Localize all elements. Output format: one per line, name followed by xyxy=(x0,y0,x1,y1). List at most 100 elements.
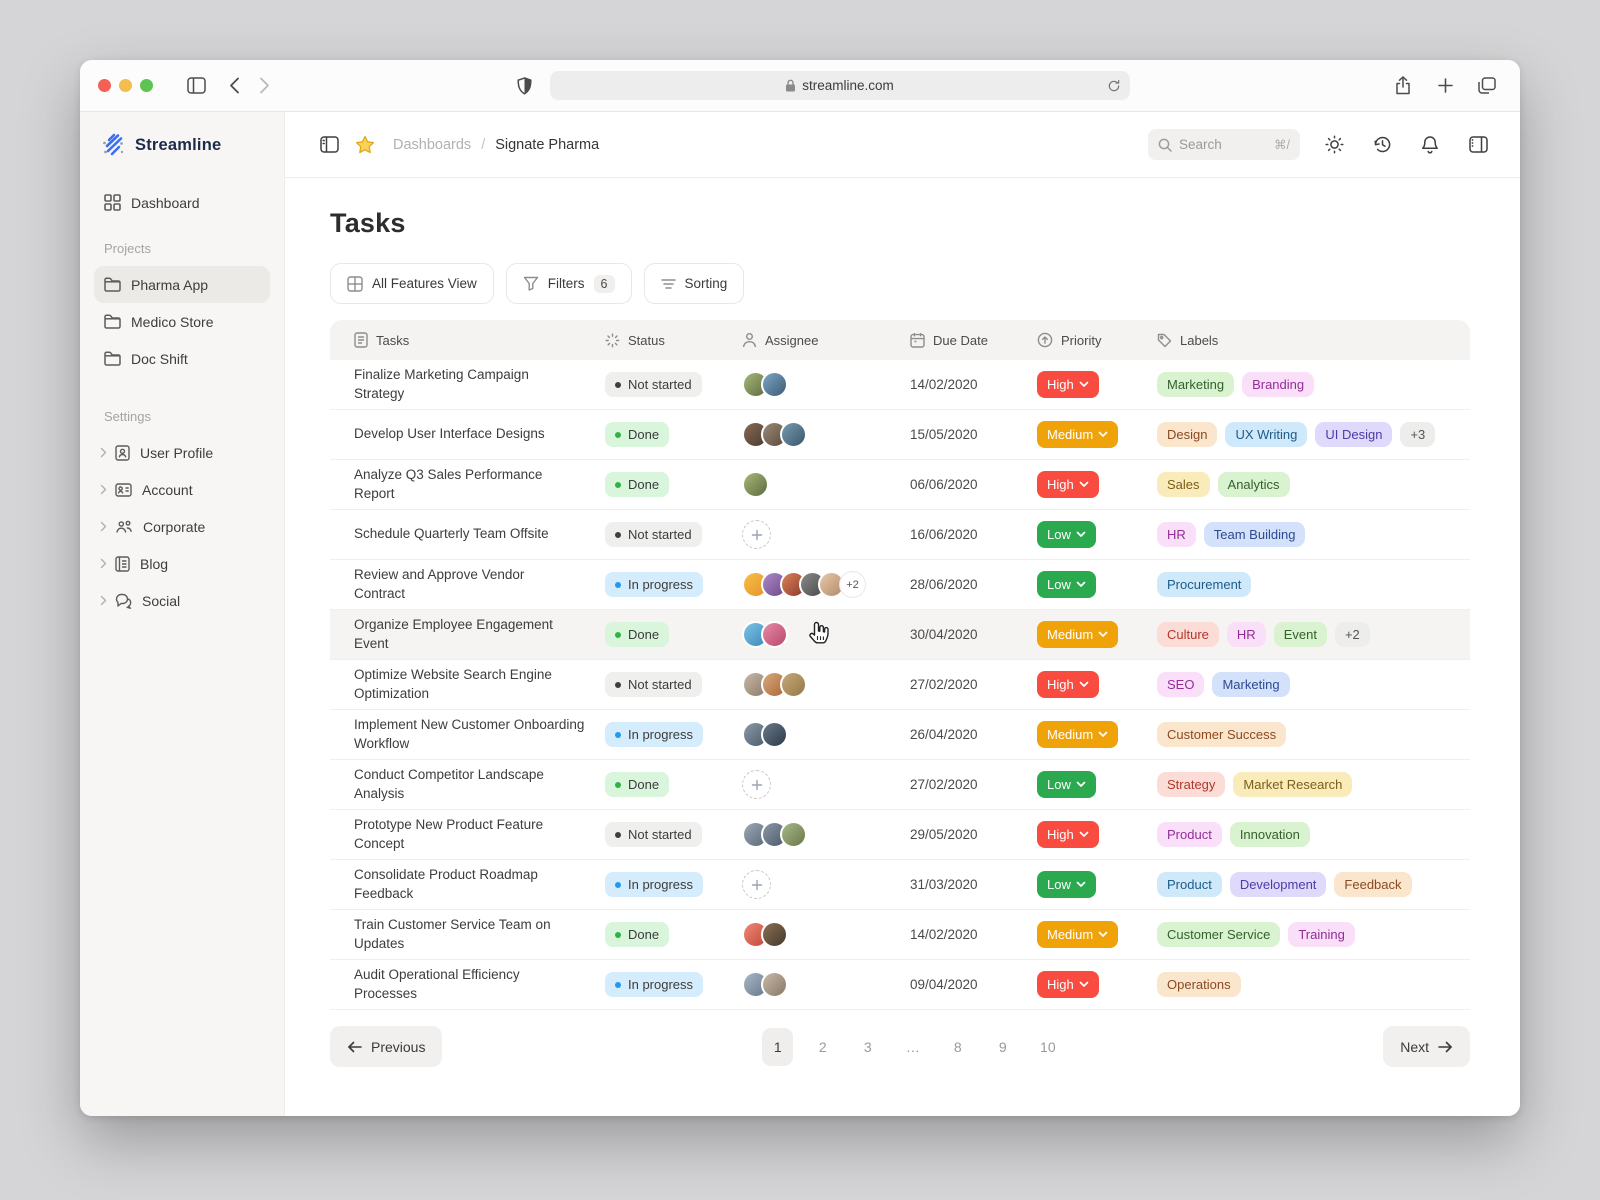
priority-dropdown[interactable]: High xyxy=(1037,971,1099,998)
page-number-8[interactable]: 8 xyxy=(942,1028,973,1066)
assignee-avatar-group[interactable] xyxy=(742,921,910,948)
assignee-avatar-group[interactable] xyxy=(742,971,910,998)
tab-overview-icon[interactable] xyxy=(1472,71,1502,101)
column-header-due-date[interactable]: Due Date xyxy=(910,332,1037,348)
priority-dropdown[interactable]: Low xyxy=(1037,871,1096,898)
assignee-avatar-group[interactable] xyxy=(742,421,910,448)
new-tab-icon[interactable] xyxy=(1430,71,1460,101)
page-number-2[interactable]: 2 xyxy=(807,1028,838,1066)
all-features-view-button[interactable]: All Features View xyxy=(330,263,494,304)
priority-dropdown[interactable]: Low xyxy=(1037,521,1096,548)
table-row[interactable]: Train Customer Service Team on Updates Do… xyxy=(330,910,1470,960)
priority-dropdown[interactable]: Medium xyxy=(1037,621,1119,648)
url-bar[interactable]: streamline.com xyxy=(549,71,1130,100)
assignee-avatar-group[interactable] xyxy=(742,371,910,398)
history-icon[interactable] xyxy=(1368,131,1396,159)
column-header-status[interactable]: Status xyxy=(605,333,742,348)
shield-icon[interactable] xyxy=(510,71,540,101)
avatar[interactable] xyxy=(761,621,788,648)
priority-dropdown[interactable]: High xyxy=(1037,671,1099,698)
maximize-button[interactable] xyxy=(140,79,153,92)
avatar-overflow-badge[interactable]: +2 xyxy=(839,571,866,598)
assignee-avatar-group[interactable]: +2 xyxy=(742,571,910,598)
reload-icon[interactable] xyxy=(1107,79,1121,93)
browser-sidebar-toggle-icon[interactable] xyxy=(181,71,211,101)
forward-icon[interactable] xyxy=(249,71,279,101)
minimize-button[interactable] xyxy=(119,79,132,92)
panel-left-toggle-icon[interactable] xyxy=(315,131,343,159)
avatar[interactable] xyxy=(761,921,788,948)
sidebar-item-blog[interactable]: Blog xyxy=(94,545,270,582)
priority-dropdown[interactable]: Medium xyxy=(1037,921,1119,948)
column-header-assignee[interactable]: Assignee xyxy=(742,332,910,348)
table-row[interactable]: Prototype New Product Feature Concept Not… xyxy=(330,810,1470,860)
sidebar-item-pharma-app[interactable]: Pharma App xyxy=(94,266,270,303)
page-number-10[interactable]: 10 xyxy=(1032,1028,1063,1066)
avatar[interactable] xyxy=(780,671,807,698)
priority-dropdown[interactable]: High xyxy=(1037,371,1099,398)
sidebar-item-user-profile[interactable]: User Profile xyxy=(94,434,270,471)
next-page-button[interactable]: Next xyxy=(1383,1026,1470,1067)
panel-right-toggle-icon[interactable] xyxy=(1464,131,1492,159)
search-input[interactable] xyxy=(1179,137,1253,152)
theme-sun-icon[interactable] xyxy=(1320,131,1348,159)
table-row[interactable]: Develop User Interface Designs Done 15/05/… xyxy=(330,410,1470,460)
previous-page-button[interactable]: Previous xyxy=(330,1026,443,1067)
table-row[interactable]: Schedule Quarterly Team Offsite Not start… xyxy=(330,510,1470,560)
avatar[interactable] xyxy=(780,421,807,448)
traffic-lights xyxy=(98,79,153,92)
column-header-tasks[interactable]: Tasks xyxy=(354,332,605,348)
sorting-button[interactable]: Sorting xyxy=(643,263,745,304)
avatar[interactable] xyxy=(742,471,769,498)
close-button[interactable] xyxy=(98,79,111,92)
sidebar-item-corporate[interactable]: Corporate xyxy=(94,508,270,545)
table-row[interactable]: Audit Operational Efficiency Processes In… xyxy=(330,960,1470,1010)
sidebar-item-dashboard[interactable]: Dashboard xyxy=(94,184,270,221)
sidebar-item-account[interactable]: Account xyxy=(94,471,270,508)
priority-dropdown[interactable]: High xyxy=(1037,471,1099,498)
sidebar-item-social[interactable]: Social xyxy=(94,582,270,619)
add-assignee-button[interactable] xyxy=(742,770,771,799)
column-header-priority[interactable]: Priority xyxy=(1037,332,1157,348)
search-input-wrap[interactable]: ⌘/ xyxy=(1148,129,1300,160)
priority-dropdown[interactable]: Medium xyxy=(1037,721,1119,748)
table-row[interactable]: Optimize Website Search Engine Optimizat… xyxy=(330,660,1470,710)
add-assignee-button[interactable] xyxy=(742,870,771,899)
page-number-1[interactable]: 1 xyxy=(762,1027,794,1066)
assignee-avatar-group[interactable] xyxy=(742,721,910,748)
label-overflow-pill[interactable]: +2 xyxy=(1334,622,1370,647)
assignee-avatar-group[interactable] xyxy=(742,471,910,498)
avatar[interactable] xyxy=(761,371,788,398)
favorite-star-icon[interactable] xyxy=(351,131,379,159)
avatar[interactable] xyxy=(761,721,788,748)
page-number-9[interactable]: 9 xyxy=(987,1028,1018,1066)
share-icon[interactable] xyxy=(1388,71,1418,101)
table-row[interactable]: Analyze Q3 Sales Performance Report Done 0… xyxy=(330,460,1470,510)
avatar[interactable] xyxy=(780,821,807,848)
priority-dropdown[interactable]: Low xyxy=(1037,771,1096,798)
filters-button[interactable]: Filters 6 xyxy=(505,263,632,304)
priority-dropdown[interactable]: High xyxy=(1037,821,1099,848)
table-row[interactable]: Implement New Customer Onboarding Workfl… xyxy=(330,710,1470,760)
table-row[interactable]: Consolidate Product Roadmap Feedback In p… xyxy=(330,860,1470,910)
sidebar-item-medico-store[interactable]: Medico Store xyxy=(94,303,270,340)
assignee-avatar-group[interactable] xyxy=(742,671,910,698)
label-overflow-pill[interactable]: +3 xyxy=(1400,422,1436,447)
table-row[interactable]: Organize Employee Engagement Event Done 30… xyxy=(330,610,1470,660)
avatar[interactable] xyxy=(761,971,788,998)
assignee-avatar-group[interactable] xyxy=(742,621,910,648)
table-row[interactable]: Review and Approve Vendor Contract In pro… xyxy=(330,560,1470,610)
breadcrumb-parent[interactable]: Dashboards xyxy=(393,136,472,153)
column-header-labels[interactable]: Labels xyxy=(1157,333,1446,348)
priority-dropdown[interactable]: Medium xyxy=(1037,421,1119,448)
table-row[interactable]: Finalize Marketing Campaign Strategy Not … xyxy=(330,360,1470,410)
add-assignee-button[interactable] xyxy=(742,520,771,549)
app-logo[interactable]: Streamline xyxy=(94,132,270,158)
assignee-avatar-group[interactable] xyxy=(742,821,910,848)
page-number-3[interactable]: 3 xyxy=(852,1028,883,1066)
sidebar-item-doc-shift[interactable]: Doc Shift xyxy=(94,340,270,377)
priority-dropdown[interactable]: Low xyxy=(1037,571,1096,598)
table-row[interactable]: Conduct Competitor Landscape Analysis Don… xyxy=(330,760,1470,810)
back-icon[interactable] xyxy=(219,71,249,101)
notifications-bell-icon[interactable] xyxy=(1416,131,1444,159)
